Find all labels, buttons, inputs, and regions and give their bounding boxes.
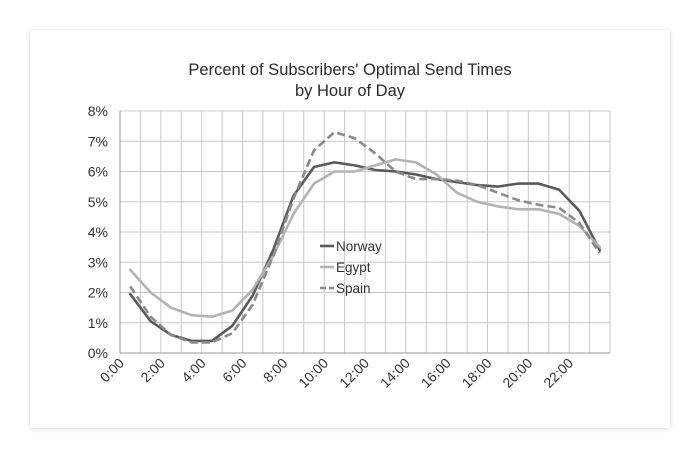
x-tick-label: 8:00 <box>260 355 291 386</box>
y-tick-label: 8% <box>88 103 108 119</box>
x-tick-label: 4:00 <box>178 355 209 386</box>
x-tick-label: 20:00 <box>499 355 535 391</box>
x-axis-ticks: 0:00 2:00 4:00 6:00 8:00 10:00 12:00 14:00 16:00… <box>97 355 577 391</box>
y-tick-label: 7% <box>88 133 108 149</box>
chart-card: Percent of Subscribers' Optimal Send Tim… <box>30 30 670 428</box>
legend-label-spain: Spain <box>336 281 371 296</box>
y-tick-label: 5% <box>88 194 108 210</box>
chart-title-line-1: Percent of Subscribers' Optimal Send Tim… <box>188 61 511 79</box>
x-tick-label: 14:00 <box>377 355 413 391</box>
y-tick-label: 4% <box>88 224 108 240</box>
x-tick-label: 16:00 <box>418 355 454 391</box>
legend-label-norway: Norway <box>336 239 382 254</box>
line-chart: Percent of Subscribers' Optimal Send Tim… <box>88 61 611 391</box>
y-axis-ticks: 0% 1% 2% 3% 4% 5% 6% 7% 8% <box>88 103 108 361</box>
legend: Norway Egypt Spain <box>320 239 382 296</box>
y-tick-label: 6% <box>88 164 108 180</box>
legend-label-egypt: Egypt <box>336 260 371 275</box>
x-tick-label: 12:00 <box>336 355 372 391</box>
y-tick-label: 3% <box>88 254 108 270</box>
y-tick-label: 2% <box>88 285 108 301</box>
grid-lines <box>119 110 611 354</box>
x-tick-label: 22:00 <box>540 355 576 391</box>
chart-title-line-2: by Hour of Day <box>295 82 406 100</box>
series-line-egypt <box>128 158 602 319</box>
x-tick-label: 18:00 <box>459 355 495 391</box>
y-tick-label: 0% <box>88 345 108 361</box>
series-line-spain <box>129 130 601 344</box>
y-tick-label: 1% <box>88 315 108 331</box>
x-tick-label: 2:00 <box>137 355 168 386</box>
series-lines <box>128 130 602 344</box>
x-tick-label: 10:00 <box>295 355 331 391</box>
x-tick-label: 6:00 <box>219 355 250 386</box>
